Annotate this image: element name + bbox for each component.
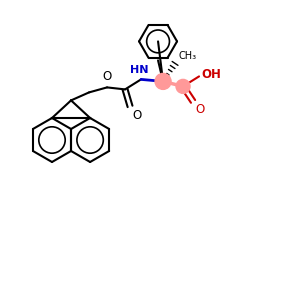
Text: O: O	[195, 103, 204, 116]
Text: CH₃: CH₃	[178, 51, 196, 62]
Text: O: O	[102, 70, 112, 83]
Text: OH: OH	[201, 68, 221, 81]
Text: HN: HN	[130, 65, 148, 75]
Circle shape	[155, 74, 171, 89]
Text: O: O	[132, 110, 141, 122]
Circle shape	[176, 80, 190, 93]
